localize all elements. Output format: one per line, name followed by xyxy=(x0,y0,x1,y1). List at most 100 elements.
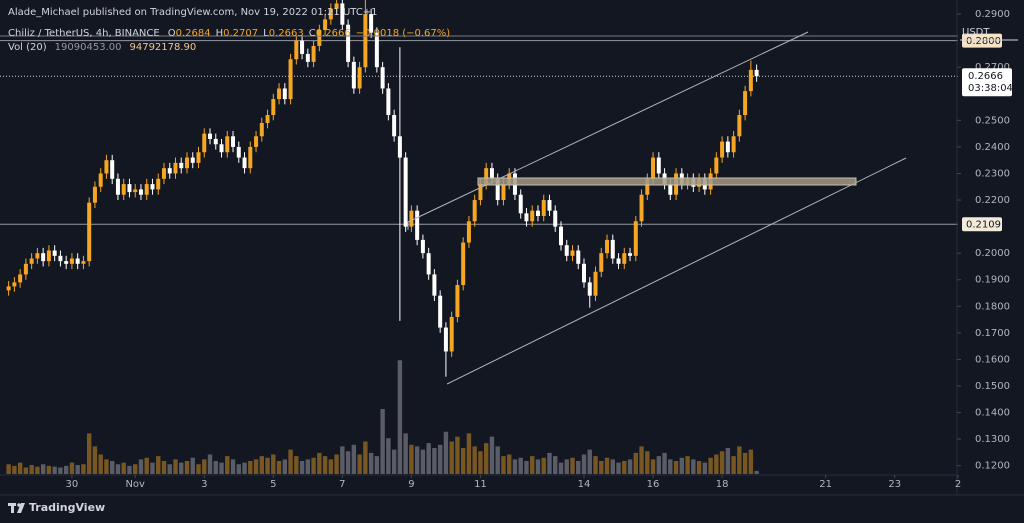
candle-body xyxy=(87,202,92,262)
candle-body xyxy=(518,194,523,214)
candle-body xyxy=(346,24,351,62)
candle-body xyxy=(426,253,431,275)
volume-bar xyxy=(173,459,178,474)
candle-body xyxy=(115,178,120,195)
candle-body xyxy=(282,88,287,100)
candle-body xyxy=(213,138,218,145)
volume-bar xyxy=(547,452,552,474)
candle-body xyxy=(323,19,328,31)
candle-body xyxy=(754,69,759,77)
volume-bar xyxy=(127,465,132,474)
volume-bar xyxy=(604,457,610,474)
volume-bar xyxy=(553,456,558,474)
volume-bar xyxy=(109,461,115,474)
volume-bar xyxy=(12,465,17,474)
volume-bar xyxy=(29,465,34,474)
candle-body xyxy=(311,45,316,62)
volume-bar xyxy=(121,462,126,474)
candle-body xyxy=(403,157,408,227)
volume-bar xyxy=(299,461,305,474)
volume-bar xyxy=(179,462,184,474)
volume-bar xyxy=(742,452,748,474)
volume-bar xyxy=(696,461,702,474)
volume-bar xyxy=(673,461,679,474)
volume-bar xyxy=(541,457,546,474)
candle-body xyxy=(92,186,97,203)
volume-bar xyxy=(719,451,725,474)
volume-bar xyxy=(593,456,598,474)
volume-bar xyxy=(271,454,276,474)
last-price-box xyxy=(962,68,1012,97)
candle-body xyxy=(582,263,587,283)
volume-bar xyxy=(610,459,615,474)
candle-body xyxy=(455,285,460,317)
volume-bar xyxy=(524,461,529,474)
y-tick-label: 0.2300 xyxy=(975,168,1010,179)
volume-bar xyxy=(576,461,581,474)
candle-body xyxy=(616,258,621,264)
candle-body xyxy=(184,157,189,169)
publisher: Alade_Michael published on TradingView.c… xyxy=(8,7,378,18)
volume-bar xyxy=(731,456,736,474)
volume-bar xyxy=(161,461,167,474)
candle-body xyxy=(110,160,115,179)
volume-bar xyxy=(259,456,264,474)
volume-bar xyxy=(328,459,334,474)
candle-body xyxy=(29,258,34,264)
brand-logo xyxy=(8,503,25,513)
x-tick-label: 14 xyxy=(578,479,591,490)
candle-body xyxy=(305,53,310,62)
x-tick-label: 16 xyxy=(647,479,660,490)
candle-body xyxy=(369,14,374,33)
candle-body xyxy=(501,184,506,201)
candle-body xyxy=(432,274,437,296)
volume-bar xyxy=(414,446,420,474)
volume-bar xyxy=(86,433,92,474)
volume-bar xyxy=(380,409,385,474)
candle-body xyxy=(196,152,201,163)
volume-bar xyxy=(633,452,638,474)
candle-body xyxy=(18,274,23,283)
candle-body xyxy=(651,157,656,179)
candle-body xyxy=(208,133,213,139)
resistance-zone xyxy=(477,177,857,186)
candle-body xyxy=(202,133,207,153)
countdown: 03:38:04 xyxy=(968,83,1013,94)
volume-bar xyxy=(455,436,460,474)
volume-bar xyxy=(265,457,270,474)
volume-bar xyxy=(478,451,483,474)
y-tick-label: 0.2700 xyxy=(975,62,1010,73)
candle-body xyxy=(69,258,74,264)
candle-body xyxy=(720,141,725,158)
candle-body xyxy=(144,184,149,195)
volume-bar xyxy=(714,454,719,474)
channel-upper xyxy=(407,31,809,223)
y-tick-label: 0.2500 xyxy=(975,115,1010,126)
volume-bar xyxy=(184,461,190,474)
volume-bar xyxy=(685,456,690,474)
volume-bar xyxy=(351,444,357,474)
candle-body xyxy=(593,271,598,296)
candle-body xyxy=(64,261,69,264)
price-line-box xyxy=(962,217,1002,232)
candle-body xyxy=(420,239,425,254)
candle-body xyxy=(98,173,103,187)
candle-body xyxy=(340,3,345,25)
x-tick-label: 2 xyxy=(955,479,961,490)
candle-body xyxy=(576,250,581,264)
candle-body xyxy=(633,221,638,256)
x-tick-label: 18 xyxy=(716,479,729,490)
volume-bar xyxy=(92,446,98,474)
y-tick-label: 0.1700 xyxy=(975,328,1010,339)
candle-body xyxy=(415,210,420,240)
candle-body xyxy=(288,59,293,100)
volume-bar xyxy=(213,461,218,474)
volume-bar xyxy=(645,451,650,474)
volume-bar xyxy=(167,464,172,474)
brand: TradingView xyxy=(29,501,105,514)
candle-body xyxy=(265,115,270,124)
candle-body xyxy=(535,210,540,216)
candle-body xyxy=(553,210,558,227)
plot-area xyxy=(0,0,958,474)
